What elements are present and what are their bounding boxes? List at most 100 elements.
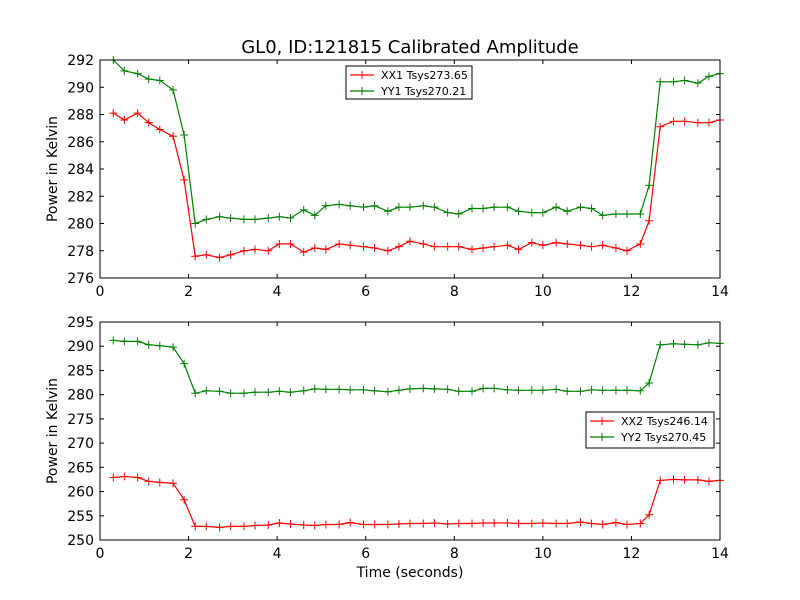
data-point-marker — [611, 209, 620, 218]
data-point-marker — [226, 214, 235, 223]
data-point-marker — [587, 242, 596, 251]
legend-swatch-marker — [598, 433, 606, 441]
data-point-marker — [180, 175, 189, 184]
figure-title: GL0, ID:121815 Calibrated Amplitude — [241, 37, 579, 58]
data-point-marker — [576, 518, 585, 527]
y-tick-label: 280 — [67, 217, 94, 233]
data-point-marker — [321, 385, 330, 394]
data-point-marker — [611, 518, 620, 527]
data-point-marker — [430, 519, 439, 528]
data-point-marker — [527, 208, 536, 217]
data-point-marker — [611, 386, 620, 395]
data-point-marker — [669, 77, 678, 86]
data-point-marker — [680, 76, 689, 85]
x-tick-label: 6 — [361, 546, 370, 562]
data-point-marker — [169, 132, 178, 141]
data-point-marker — [286, 520, 295, 529]
data-point-marker — [180, 130, 189, 139]
data-point-marker — [239, 389, 248, 398]
data-point-marker — [576, 241, 585, 250]
y-tick-label: 290 — [67, 339, 94, 355]
y-tick-label: 275 — [67, 412, 94, 428]
data-point-marker — [443, 208, 452, 217]
data-point-marker — [264, 246, 273, 255]
data-point-marker — [226, 389, 235, 398]
data-point-marker — [454, 519, 463, 528]
data-point-marker — [144, 118, 153, 127]
data-point-marker — [430, 203, 439, 212]
x-tick-label: 12 — [623, 284, 641, 300]
data-point-marker — [169, 479, 178, 488]
data-point-marker — [419, 519, 428, 528]
data-point-marker — [468, 245, 476, 254]
data-point-marker — [251, 388, 259, 397]
data-point-marker — [310, 521, 319, 530]
legend-box — [345, 65, 473, 100]
x-tick-label: 4 — [273, 284, 282, 300]
x-axis-label: Time (seconds) — [356, 565, 464, 581]
series-2 — [109, 56, 724, 228]
data-point-marker — [239, 522, 248, 531]
x-tick-label: 0 — [96, 546, 105, 562]
data-point-marker — [226, 250, 235, 259]
data-point-marker — [669, 117, 678, 126]
data-point-marker — [120, 337, 129, 346]
data-point-marker — [656, 476, 665, 485]
data-point-marker — [169, 85, 178, 94]
data-point-marker — [191, 522, 200, 531]
legend: XX1 Tsys273.65 YY1 Tsys270.21 — [345, 65, 473, 100]
data-point-marker — [215, 523, 224, 532]
data-point-marker — [704, 118, 713, 127]
data-point-marker — [394, 386, 403, 395]
data-point-marker — [202, 215, 211, 224]
y-tick-label: 250 — [67, 533, 94, 549]
data-point-marker — [191, 389, 200, 398]
data-point-marker — [264, 214, 273, 223]
data-point-marker — [503, 519, 512, 528]
data-point-marker — [321, 245, 330, 254]
data-point-marker — [479, 204, 488, 213]
legend-entry-label: YY2 Tsys270.45 — [620, 431, 706, 444]
legend-entry-label: XX1 Tsys273.65 — [381, 69, 468, 82]
x-tick-label: 14 — [711, 546, 729, 562]
data-point-marker — [191, 219, 200, 228]
x-tick-label: 2 — [184, 284, 193, 300]
data-point-marker — [704, 72, 713, 81]
data-point-marker — [370, 520, 379, 529]
y-tick-label: 276 — [67, 271, 94, 287]
data-point-marker — [490, 384, 499, 393]
data-point-marker — [335, 520, 344, 529]
data-point-marker — [538, 241, 547, 250]
data-point-marker — [552, 519, 561, 528]
data-point-marker — [636, 239, 645, 248]
data-point-marker — [636, 209, 645, 218]
data-point-marker — [503, 241, 512, 250]
x-tick-label: 14 — [711, 284, 729, 300]
data-point-marker — [693, 475, 702, 484]
data-point-marker — [636, 519, 645, 528]
data-point-marker — [144, 477, 153, 486]
data-point-marker — [109, 473, 118, 482]
data-point-marker — [394, 242, 403, 251]
series-2 — [109, 336, 724, 398]
data-point-marker — [191, 252, 200, 261]
data-point-marker — [623, 209, 631, 218]
data-point-marker — [251, 521, 259, 530]
data-point-marker — [454, 387, 463, 396]
data-point-marker — [419, 384, 428, 393]
bottom-plot: 0 2 4 6 8 10 12 14 250 255 260 265 270 275 280 285 290 29… — [45, 315, 729, 581]
data-point-marker — [251, 215, 259, 224]
data-point-marker — [443, 385, 452, 394]
data-point-marker — [264, 520, 273, 529]
y-tick-label: 285 — [67, 363, 94, 379]
data-point-marker — [275, 212, 284, 221]
data-point-marker — [144, 340, 153, 349]
x-tick-label: 12 — [623, 546, 641, 562]
data-point-marker — [623, 520, 631, 529]
data-point-marker — [479, 519, 488, 528]
legend-entry-label: XX2 Tsys246.14 — [621, 415, 708, 428]
data-point-marker — [180, 359, 189, 368]
series-line — [112, 112, 721, 259]
axes-frame — [99, 321, 721, 541]
